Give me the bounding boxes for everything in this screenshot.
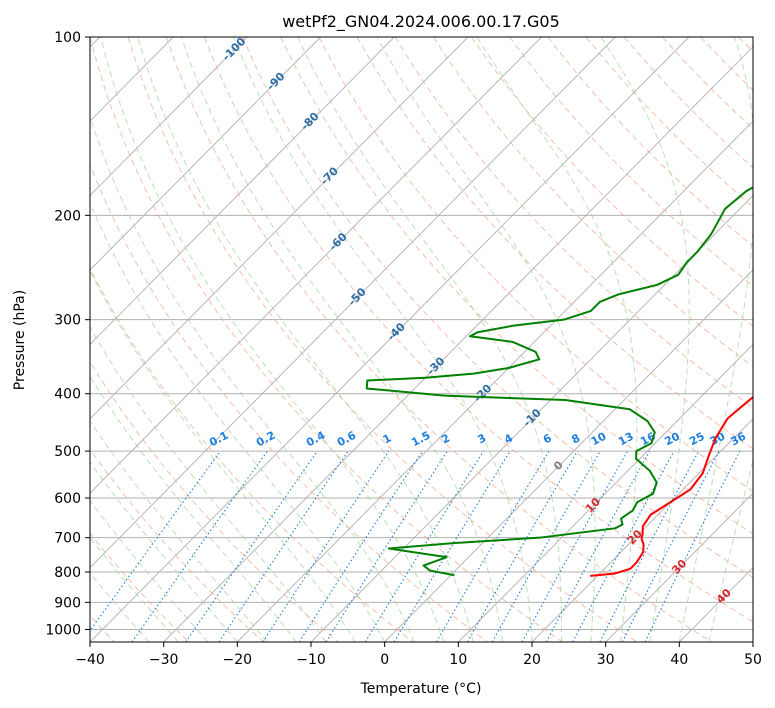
x-tick-label: 0 [380,652,389,668]
dry-adiabat-line [242,37,753,579]
dry-adiabat-line [90,448,264,642]
background-reference-lines [90,37,753,642]
mixing-ratio-line [131,450,268,642]
y-tick-label: 900 [54,595,81,611]
moist-adiabat-line [137,37,474,642]
moist-adiabat-line [90,325,327,642]
dry-adiabat-line [90,163,488,642]
y-tick-label: 500 [54,444,81,460]
isotherm-line [605,492,753,642]
mixing-ratio-line [491,450,601,642]
chart-title: wetPf2_GN04.2024.006.00.17.G05 [282,12,560,32]
x-tick-label: 40 [670,652,688,668]
moist-adiabat-line [180,37,504,642]
x-axis-title: Temperature (°C) [360,681,482,697]
dry-adiabat-line [165,37,712,642]
moist-adiabat-line [678,37,753,642]
isotherm-line [531,418,753,642]
dry-adiabat-line [432,37,753,368]
y-tick-label: 600 [54,491,81,507]
isotherm-line [90,37,469,420]
x-tick-label: −40 [75,652,105,668]
y-tick-label: 400 [54,387,81,403]
dry-adiabat-line [127,37,638,642]
x-axis-ticks: −40 −30 −20 −10 0 10 20 30 40 50 [75,642,762,668]
dry-adiabat-line [203,37,753,623]
moist-adiabat-line [476,37,638,642]
mixing-ratio-label: 10 [589,429,609,448]
isotherm-line [90,37,542,494]
isotherm-line [310,194,753,642]
x-tick-label: 30 [597,652,615,668]
series-line-1 [590,395,753,577]
dry-adiabat-line [90,360,339,642]
dry-adiabat-line [90,267,414,642]
moist-adiabat-line [90,115,415,642]
moist-adiabat-line [90,269,356,642]
mixing-ratio-line [545,450,651,642]
x-tick-label: −30 [149,652,179,668]
x-tick-label: 20 [523,652,541,668]
isotherm-line [458,343,753,642]
y-axis-title: Pressure (hPa) [12,290,28,390]
isotherm-line [90,37,616,569]
y-tick-label: 200 [54,208,81,224]
mixing-ratio-line [364,450,484,642]
moist-adiabat-line [90,499,209,642]
x-tick-label: −10 [296,652,326,668]
mixing-ratio-line [644,450,741,642]
mixing-ratio-label: 13 [616,430,636,449]
moist-adiabat-line [90,420,268,642]
mixing-ratio-line [262,450,390,642]
mixing-ratio-label: 36 [728,430,748,449]
y-tick-label: 700 [54,531,81,547]
mixing-ratio-line [325,450,448,642]
isotherm-line [90,37,321,271]
y-tick-label: 1000 [45,622,81,638]
moist-adiabat-line [708,458,753,642]
dry-adiabat-line [318,37,753,492]
mixing-ratio-line [218,450,349,642]
plot-frame [89,36,754,643]
x-tick-label: −20 [223,652,253,668]
isotherm-line [90,37,248,197]
dry-adiabat-line [509,37,753,287]
x-tick-label: 10 [449,652,467,668]
dry-adiabat-line [90,37,563,642]
mixing-ratio-line [621,450,720,642]
series-line-2 [365,186,753,577]
isotherm-line [237,120,753,642]
isotherm-line [90,37,395,345]
moist-adiabat-line [90,201,386,642]
mixing-ratio-line [185,450,318,642]
mixing-ratio-line [521,450,629,642]
moist-adiabat-line [90,572,150,642]
dry-adiabat-line [280,37,753,535]
moist-adiabat-line [90,461,238,642]
moist-adiabat-line [90,536,179,642]
y-tick-label: 800 [54,565,81,581]
isotherm-line [163,46,753,642]
moist-adiabat-line [600,37,690,642]
y-tick-label: 300 [54,313,81,329]
mixing-ratio-line [393,450,511,642]
mixing-ratio-label: 25 [687,430,707,449]
moist-adiabat-line [233,37,533,642]
profile-series [365,186,753,577]
dry-adiabat-line [471,37,753,327]
y-axis-ticks: 100 200 300 400 500 600 700 800 900 1000 [45,30,90,638]
moist-adiabat-line [90,375,297,642]
moist-adiabat-line [100,37,445,642]
moist-adiabat-line [376,37,596,642]
mixing-ratio-label: 20 [662,430,682,449]
mixing-ratio-line [298,450,423,642]
isotherm-line [90,37,690,642]
y-tick-label: 100 [54,30,81,46]
dry-adiabat-line [356,37,753,450]
mixing-ratio-line [90,450,221,632]
x-tick-label: 50 [744,652,762,668]
moist-adiabat-line [297,37,562,642]
